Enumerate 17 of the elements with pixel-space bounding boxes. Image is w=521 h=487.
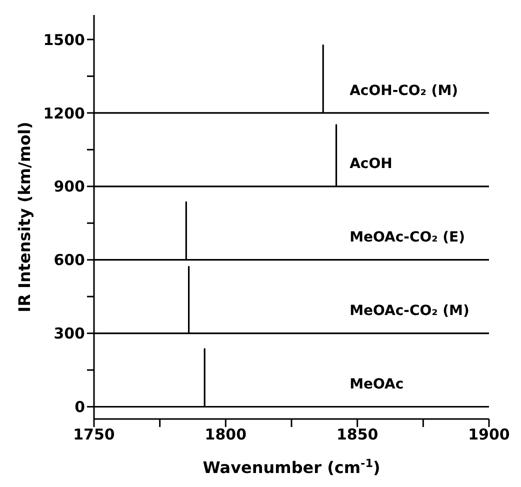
y-tick-label: 1500 xyxy=(43,30,85,49)
x-tick-label: 1750 xyxy=(73,426,115,444)
series-label: MeOAc xyxy=(350,376,404,393)
y-tick-label: 300 xyxy=(54,324,85,343)
series-label: AcOH-CO₂ (M) xyxy=(350,82,458,99)
y-axis-title: IR Intensity (km/mol) xyxy=(14,122,34,312)
series-label: MeOAc-CO₂ (E) xyxy=(350,230,466,246)
x-axis-title: Wavenumber (cm$^{-1}$) xyxy=(202,456,380,477)
series-label: AcOH xyxy=(350,156,392,172)
y-tick-label: 0 xyxy=(74,398,85,416)
y-tick-label: 1200 xyxy=(43,104,85,122)
x-tick-label: 1900 xyxy=(468,426,510,444)
x-tick-label: 1800 xyxy=(204,426,247,444)
series-label: MeOAc-CO₂ (M) xyxy=(350,303,470,320)
x-tick-label: 1850 xyxy=(336,426,378,444)
y-tick-label: 900 xyxy=(54,178,85,196)
y-tick-label: 600 xyxy=(54,251,85,270)
